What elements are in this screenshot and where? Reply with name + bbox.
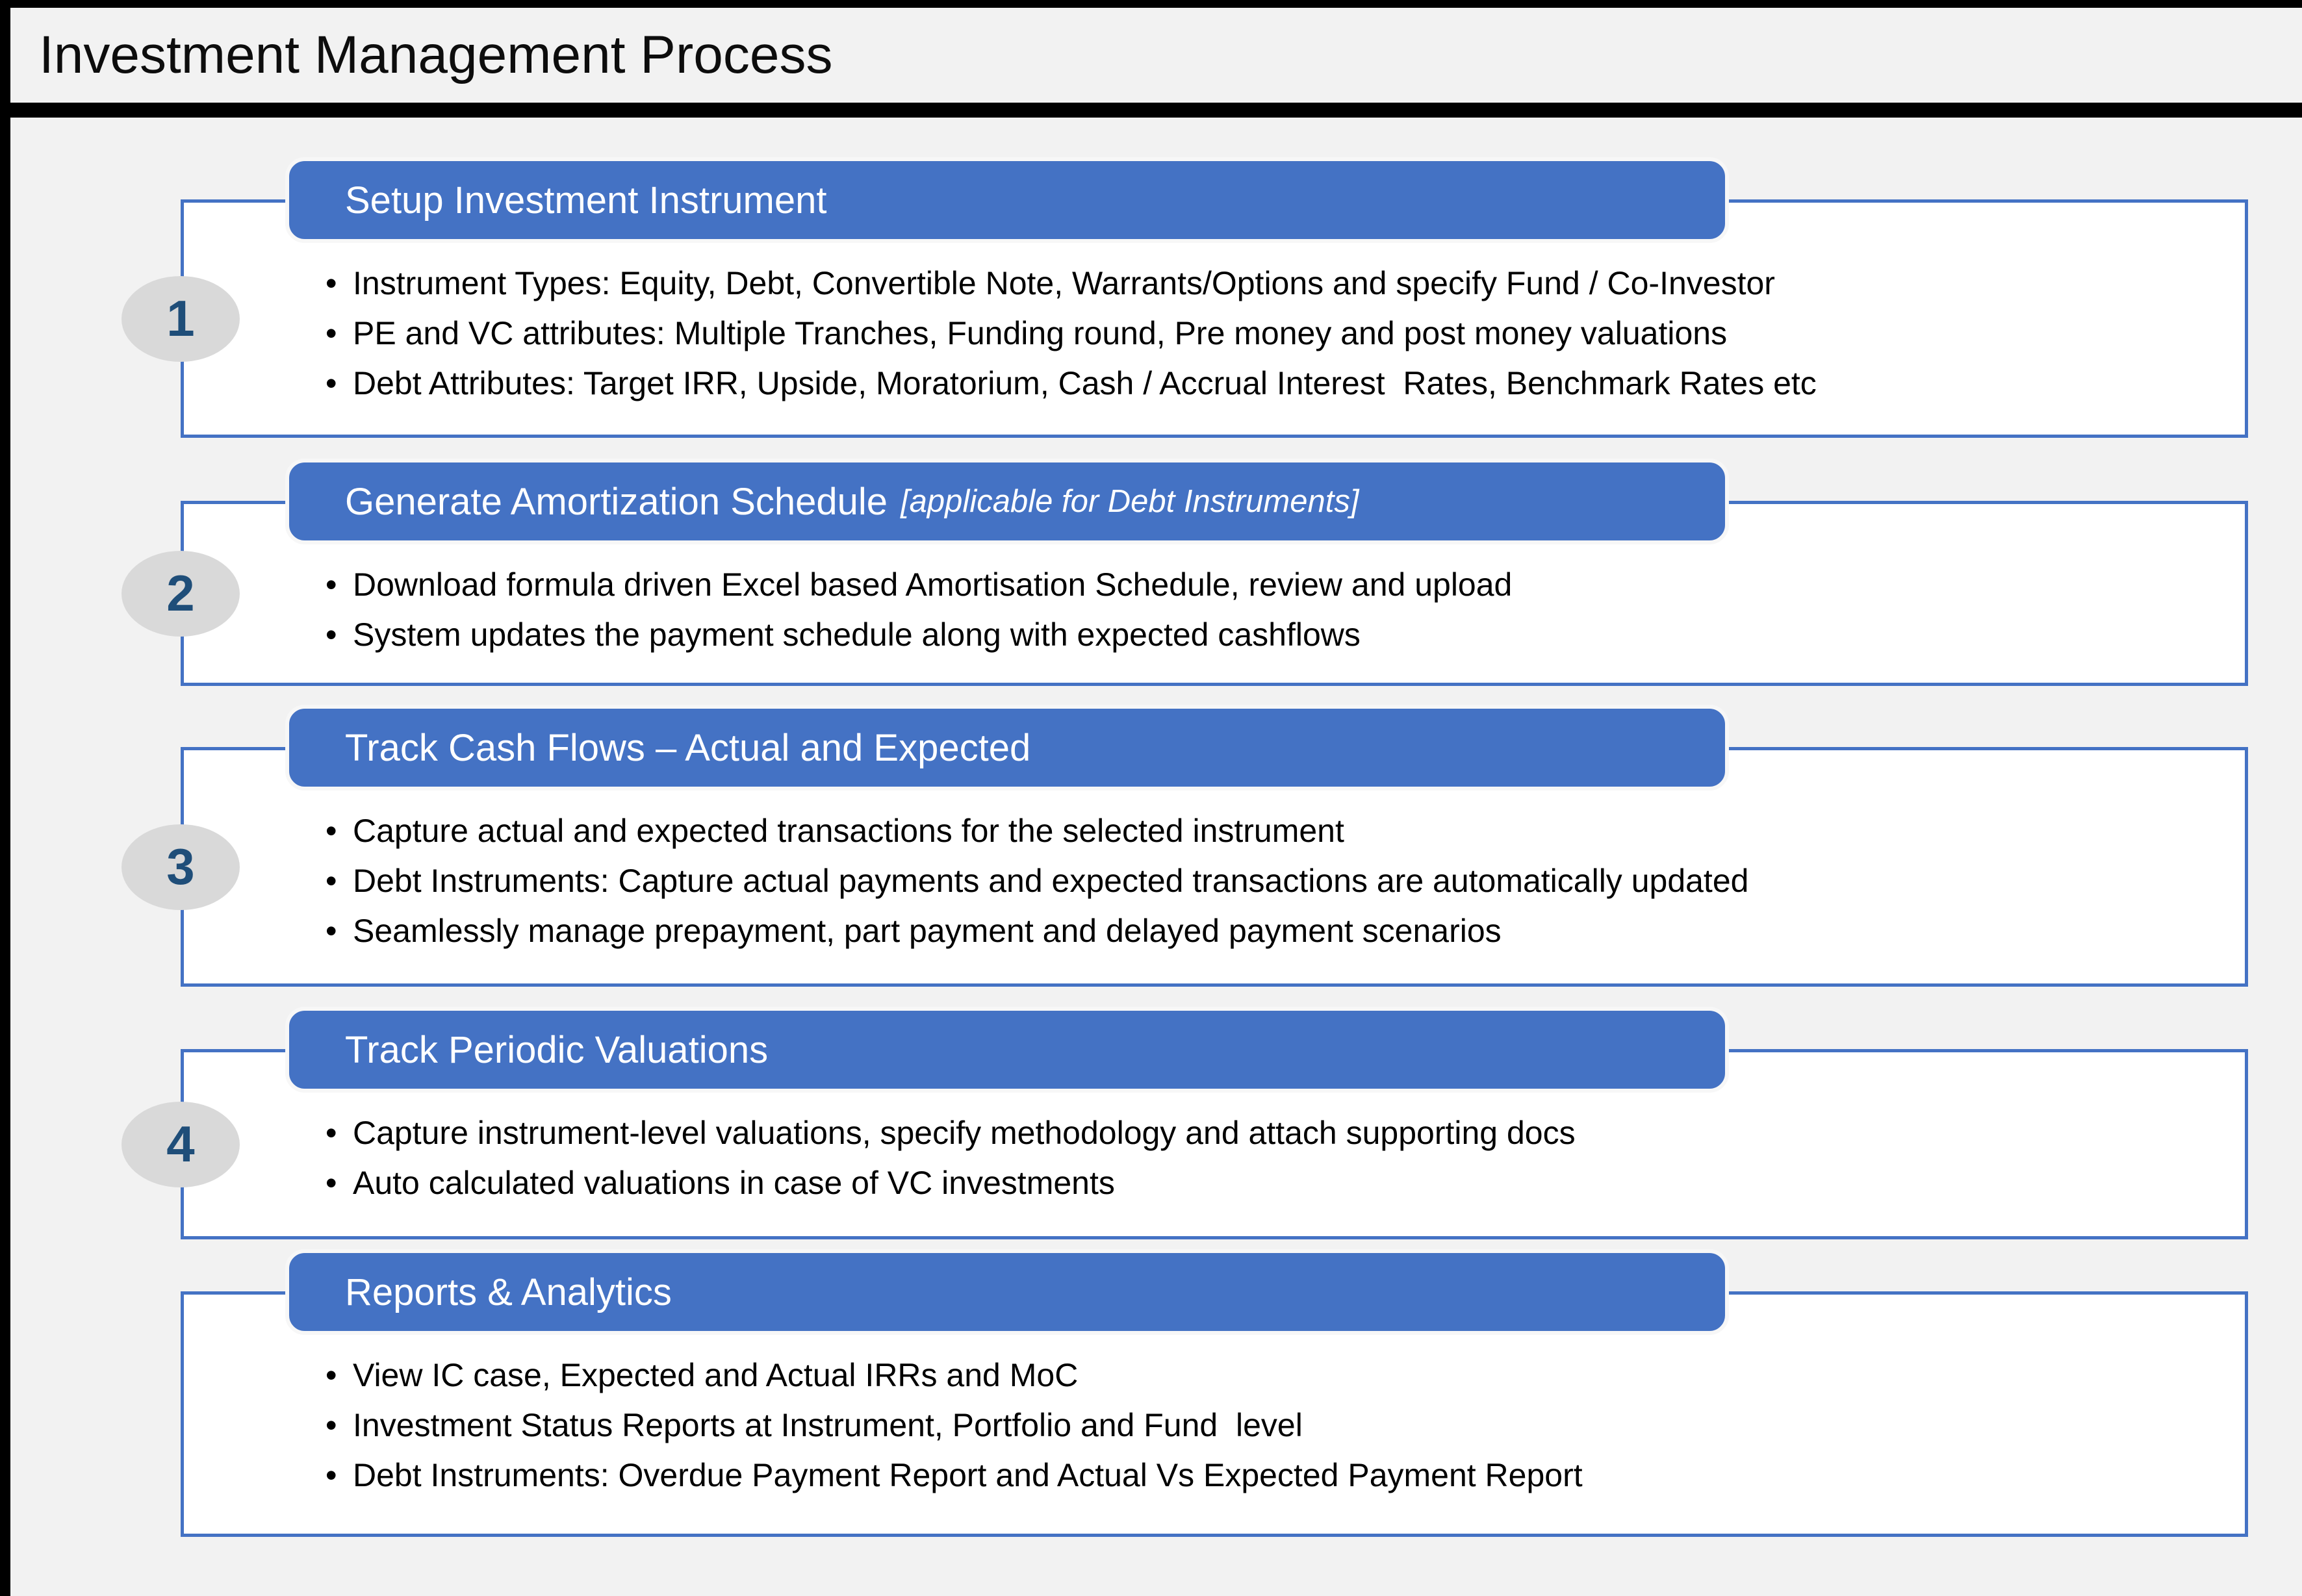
- step-bullet-list: Instrument Types: Equity, Debt, Converti…: [184, 203, 2245, 409]
- bullet-item: Debt Attributes: Target IRR, Upside, Mor…: [326, 359, 2219, 409]
- step-bullet-list: View IC case, Expected and Actual IRRs a…: [184, 1295, 2245, 1501]
- bullet-item: Investment Status Reports at Instrument,…: [326, 1400, 2219, 1450]
- step-number-badge: 3: [121, 824, 240, 910]
- step-number-badge: 4: [121, 1101, 240, 1187]
- step-card-3: Track Cash Flows – Actual and Expected 3…: [121, 705, 2248, 987]
- step-number-badge: 2: [121, 550, 240, 637]
- page-title: Investment Management Process: [39, 25, 833, 84]
- step-title: Setup Investment Instrument: [345, 179, 827, 222]
- bullet-item: Capture instrument-level valuations, spe…: [326, 1108, 2219, 1158]
- bullet-item: Capture actual and expected transactions…: [326, 806, 2219, 856]
- bullet-item: Debt Instruments: Overdue Payment Report…: [326, 1450, 2219, 1501]
- step-title: Generate Amortization Schedule: [345, 480, 888, 523]
- bullet-item: Download formula driven Excel based Amor…: [326, 560, 2219, 610]
- step-header-1: Setup Investment Instrument: [285, 157, 1729, 243]
- bullet-item: Auto calculated valuations in case of VC…: [326, 1158, 2219, 1208]
- step-card-5: Reports & Analytics View IC case, Expect…: [181, 1249, 2248, 1537]
- bullet-item: Seamlessly manage prepayment, part payme…: [326, 906, 2219, 956]
- step-header-5: Reports & Analytics: [285, 1249, 1729, 1335]
- step-header-3: Track Cash Flows – Actual and Expected: [285, 705, 1729, 791]
- step-title: Track Periodic Valuations: [345, 1028, 769, 1071]
- step-number-badge: 1: [121, 275, 240, 362]
- bullet-item: Debt Instruments: Capture actual payment…: [326, 856, 2219, 906]
- step-card-1: Setup Investment Instrument 1 Instrument…: [121, 157, 2248, 438]
- bullet-item: System updates the payment schedule alon…: [326, 610, 2219, 660]
- step-bullet-list: Capture instrument-level valuations, spe…: [184, 1052, 2245, 1208]
- bullet-item: View IC case, Expected and Actual IRRs a…: [326, 1350, 2219, 1400]
- title-bar: Investment Management Process: [10, 8, 2302, 103]
- step-bullet-list: Capture actual and expected transactions…: [184, 750, 2245, 956]
- step-note: [applicable for Debt Instruments]: [901, 484, 1359, 519]
- step-card-2: Generate Amortization Schedule [applicab…: [121, 459, 2248, 686]
- step-title: Track Cash Flows – Actual and Expected: [345, 726, 1031, 769]
- step-header-4: Track Periodic Valuations: [285, 1007, 1729, 1093]
- step-card-4: Track Periodic Valuations 4 Capture inst…: [121, 1007, 2248, 1239]
- step-header-2: Generate Amortization Schedule [applicab…: [285, 459, 1729, 544]
- bullet-item: PE and VC attributes: Multiple Tranches,…: [326, 309, 2219, 359]
- step-bullet-list: Download formula driven Excel based Amor…: [184, 504, 2245, 660]
- process-diagram: Setup Investment Instrument 1 Instrument…: [10, 118, 2302, 1596]
- step-title: Reports & Analytics: [345, 1271, 672, 1313]
- bullet-item: Instrument Types: Equity, Debt, Converti…: [326, 259, 2219, 309]
